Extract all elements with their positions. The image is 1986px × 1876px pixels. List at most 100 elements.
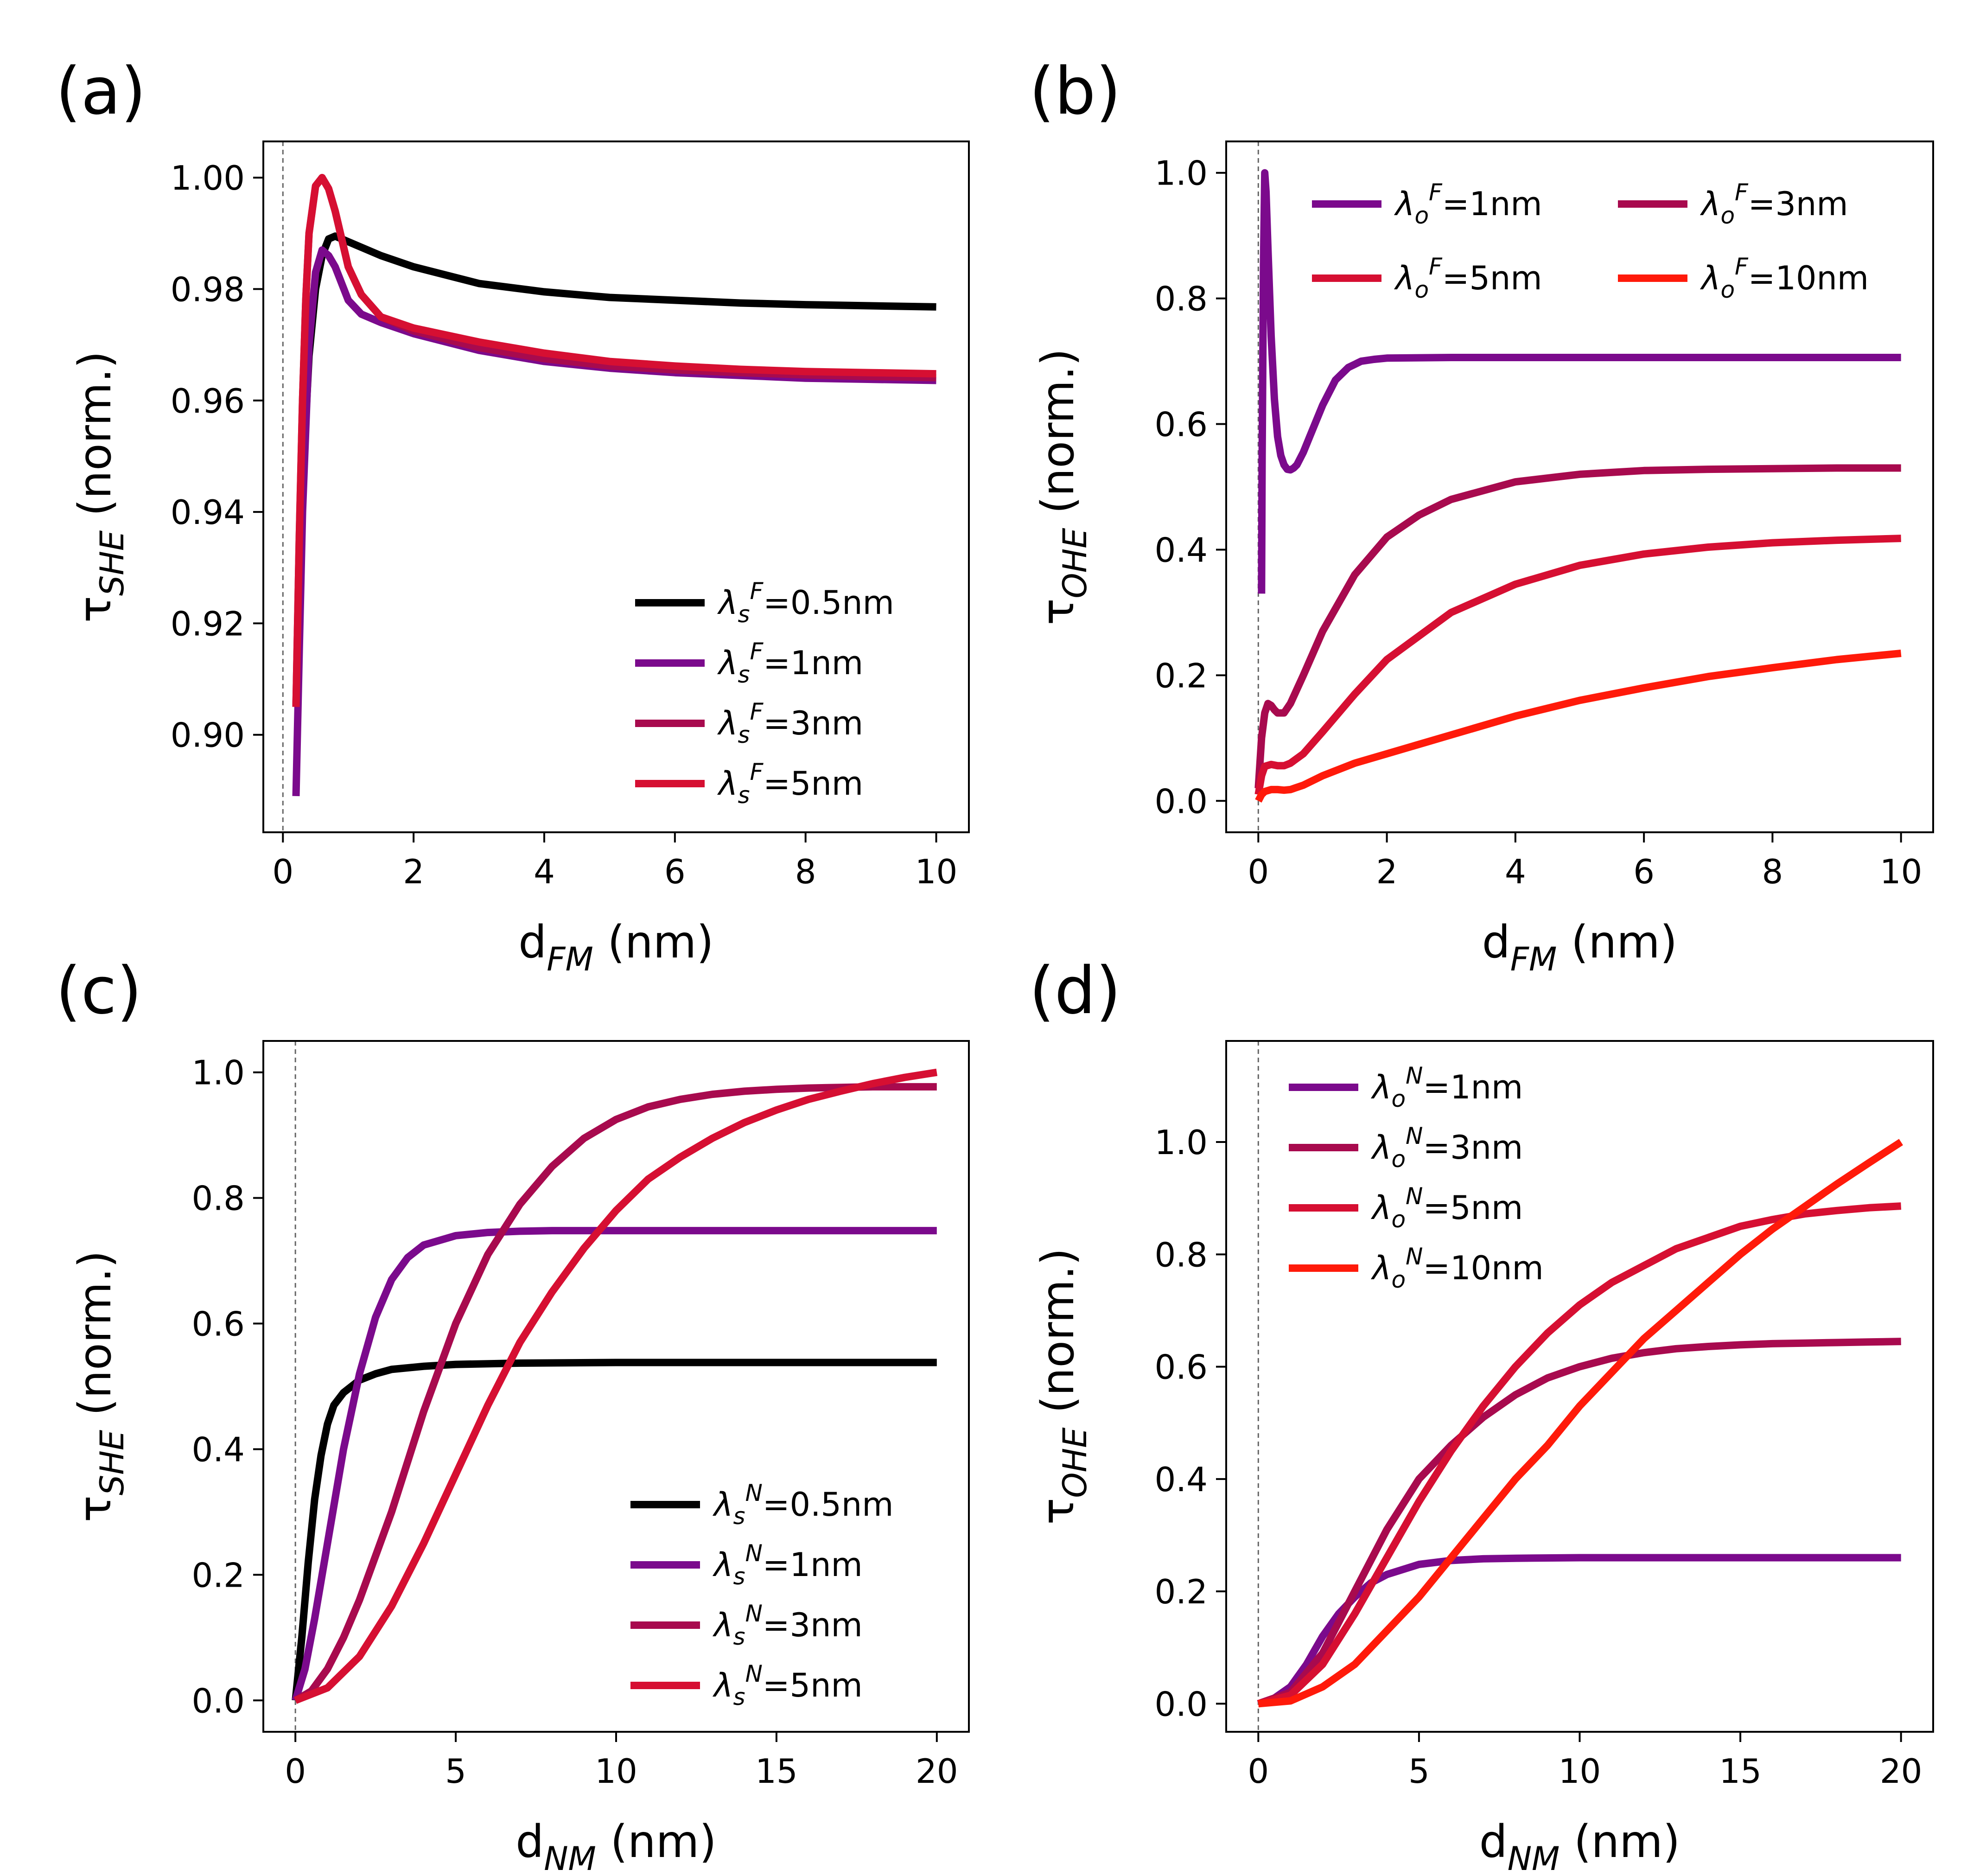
- y-tick-label: 0.0: [1154, 1685, 1208, 1723]
- y-tick-label: 1.0: [1154, 154, 1208, 193]
- legend-value: =1nm: [763, 1546, 863, 1584]
- x-axis-label-tail: (nm): [593, 916, 714, 968]
- x-axis-label-sub: NM: [544, 1840, 596, 1876]
- y-axis-label-base: τ: [1032, 598, 1084, 625]
- legend-entry: λsF=3nm: [717, 698, 863, 748]
- y-tick-label: 0.2: [1154, 1572, 1208, 1611]
- y-tick-label: 0.96: [171, 382, 245, 421]
- series-line-4: [1255, 650, 1902, 803]
- x-tick-label: 2: [403, 852, 424, 891]
- legend-sup: F: [1735, 253, 1749, 280]
- x-tick-label: 10: [915, 852, 958, 891]
- legend-entry: λsN=1nm: [712, 1540, 863, 1590]
- x-tick-label: 4: [1505, 852, 1526, 891]
- y-tick-label: 0.8: [1154, 1235, 1208, 1274]
- legend-lambda: λ: [712, 1666, 733, 1704]
- series-line-3: [1254, 535, 1901, 796]
- panel-2: (b) 0 2 4 6 8 10 0.0 0.2 0.4 0.6 0.8 1.0 dFM (nm) τOHE…: [1029, 54, 1934, 978]
- legend-sup: N: [1406, 1062, 1423, 1089]
- series-line-2: [1254, 464, 1901, 789]
- x-tick-label: 20: [916, 1752, 958, 1791]
- y-axis-label-tail: (norm.): [1032, 1248, 1084, 1428]
- y-axis-label-tail: (norm.): [1032, 349, 1084, 528]
- y-axis-label-tail: (norm.): [69, 351, 121, 530]
- series-line-4: [294, 1068, 938, 1704]
- y-tick-label: 1.00: [171, 159, 245, 198]
- panel-label: (d): [1029, 953, 1121, 1029]
- legend-entry: λsN=0.5nm: [712, 1480, 893, 1530]
- legend-entry: λoF=10nm: [1700, 253, 1869, 303]
- legend-lambda: λ: [717, 704, 738, 742]
- legend-sub: s: [733, 1623, 745, 1650]
- legend-sup: N: [1406, 1183, 1423, 1210]
- legend-entry: λoN=10nm: [1370, 1243, 1544, 1293]
- y-tick-label: 0.2: [191, 1556, 245, 1595]
- legend-sup: F: [1429, 179, 1443, 206]
- legend-entry: λsN=5nm: [712, 1660, 863, 1710]
- y-tick-label: 0.6: [1154, 1348, 1208, 1387]
- x-axis-label: dFM (nm): [1482, 916, 1677, 978]
- x-tick-label: 10: [1559, 1752, 1601, 1791]
- legend-sub: o: [1414, 202, 1429, 229]
- legend-lambda: λ: [1394, 259, 1414, 297]
- panel-3: (c) 0 5 10 15 20 0.0 0.2 0.4 0.6 0.8 1.0 dNM (nm) τSH…: [56, 953, 970, 1876]
- legend-lambda: λ: [717, 765, 738, 803]
- y-axis-label-tail: (norm.): [69, 1251, 121, 1430]
- y-tick-label: 1.0: [1154, 1123, 1208, 1162]
- legend-value: =0.5nm: [763, 584, 894, 622]
- legend-entry: λoF=3nm: [1700, 179, 1848, 229]
- panel-1: (a) 0 2 4 6 8 10 0.90 0.92 0.94 0.96 0.98 1.00 dFM (n…: [56, 54, 970, 978]
- legend-lambda: λ: [1370, 1068, 1391, 1106]
- y-tick-label: 0.92: [171, 604, 245, 643]
- legend-value: =5nm: [763, 765, 863, 803]
- x-axis-label-base: d: [518, 916, 547, 968]
- x-axis-label-tail: (nm): [1557, 916, 1677, 968]
- series-line-1: [1258, 169, 1901, 594]
- legend-sub: o: [1391, 1206, 1406, 1233]
- legend-sup: N: [745, 1480, 763, 1506]
- y-axis-label: τOHE (norm.): [1032, 1248, 1094, 1525]
- y-axis-label-sub: SHE: [93, 1429, 131, 1495]
- y-axis-label-sub: OHE: [1056, 1427, 1094, 1498]
- legend-lambda: λ: [712, 1546, 733, 1584]
- y-tick-label: 0.0: [1154, 782, 1208, 821]
- x-tick-label: 6: [1633, 852, 1655, 891]
- x-axis-label-tail: (nm): [1560, 1816, 1680, 1868]
- legend-lambda: λ: [712, 1606, 733, 1644]
- series-line-3: [293, 1083, 937, 1704]
- y-axis-label-sub: OHE: [1056, 528, 1094, 599]
- x-axis-label: dFM (nm): [518, 916, 713, 978]
- x-axis-label-sub: FM: [1510, 940, 1557, 978]
- x-tick-label: 2: [1376, 852, 1398, 891]
- y-tick-label: 0.2: [1154, 656, 1208, 695]
- legend-value: =5nm: [1442, 259, 1542, 297]
- series-line-2: [1257, 1338, 1901, 1707]
- legend-sub: o: [1414, 276, 1429, 303]
- y-tick-label: 0.94: [171, 493, 245, 532]
- y-tick-label: 0.8: [191, 1179, 245, 1218]
- y-tick-label: 0.90: [171, 716, 245, 755]
- y-tick-label: 1.0: [191, 1053, 245, 1092]
- legend-value: =3nm: [763, 1606, 863, 1644]
- legend-lambda: λ: [1370, 1249, 1391, 1287]
- y-tick-label: 0.0: [191, 1681, 245, 1720]
- legend-sub: o: [1391, 1146, 1406, 1173]
- y-tick-label: 0.4: [1154, 1460, 1208, 1499]
- legend-sub: s: [733, 1503, 745, 1530]
- legend-entry: λoF=5nm: [1394, 253, 1542, 303]
- legend-sup: F: [1429, 253, 1443, 280]
- legend-sup: N: [745, 1540, 763, 1567]
- legend-entry: λsN=3nm: [712, 1600, 863, 1650]
- legend-sup: F: [750, 698, 764, 725]
- y-tick-label: 0.4: [1154, 530, 1208, 569]
- legend-sub: s: [733, 1563, 745, 1590]
- panel-4: (d) 0 5 10 15 20 0.0 0.2 0.4 0.6 0.8 1.0 dNM (nm) τOH…: [1029, 953, 1934, 1876]
- x-tick-label: 8: [795, 852, 816, 891]
- x-axis-label-tail: (nm): [596, 1816, 717, 1868]
- y-axis-label-base: τ: [69, 596, 121, 623]
- y-tick-label: 0.6: [191, 1305, 245, 1344]
- x-axis-label-sub: NM: [1508, 1840, 1560, 1876]
